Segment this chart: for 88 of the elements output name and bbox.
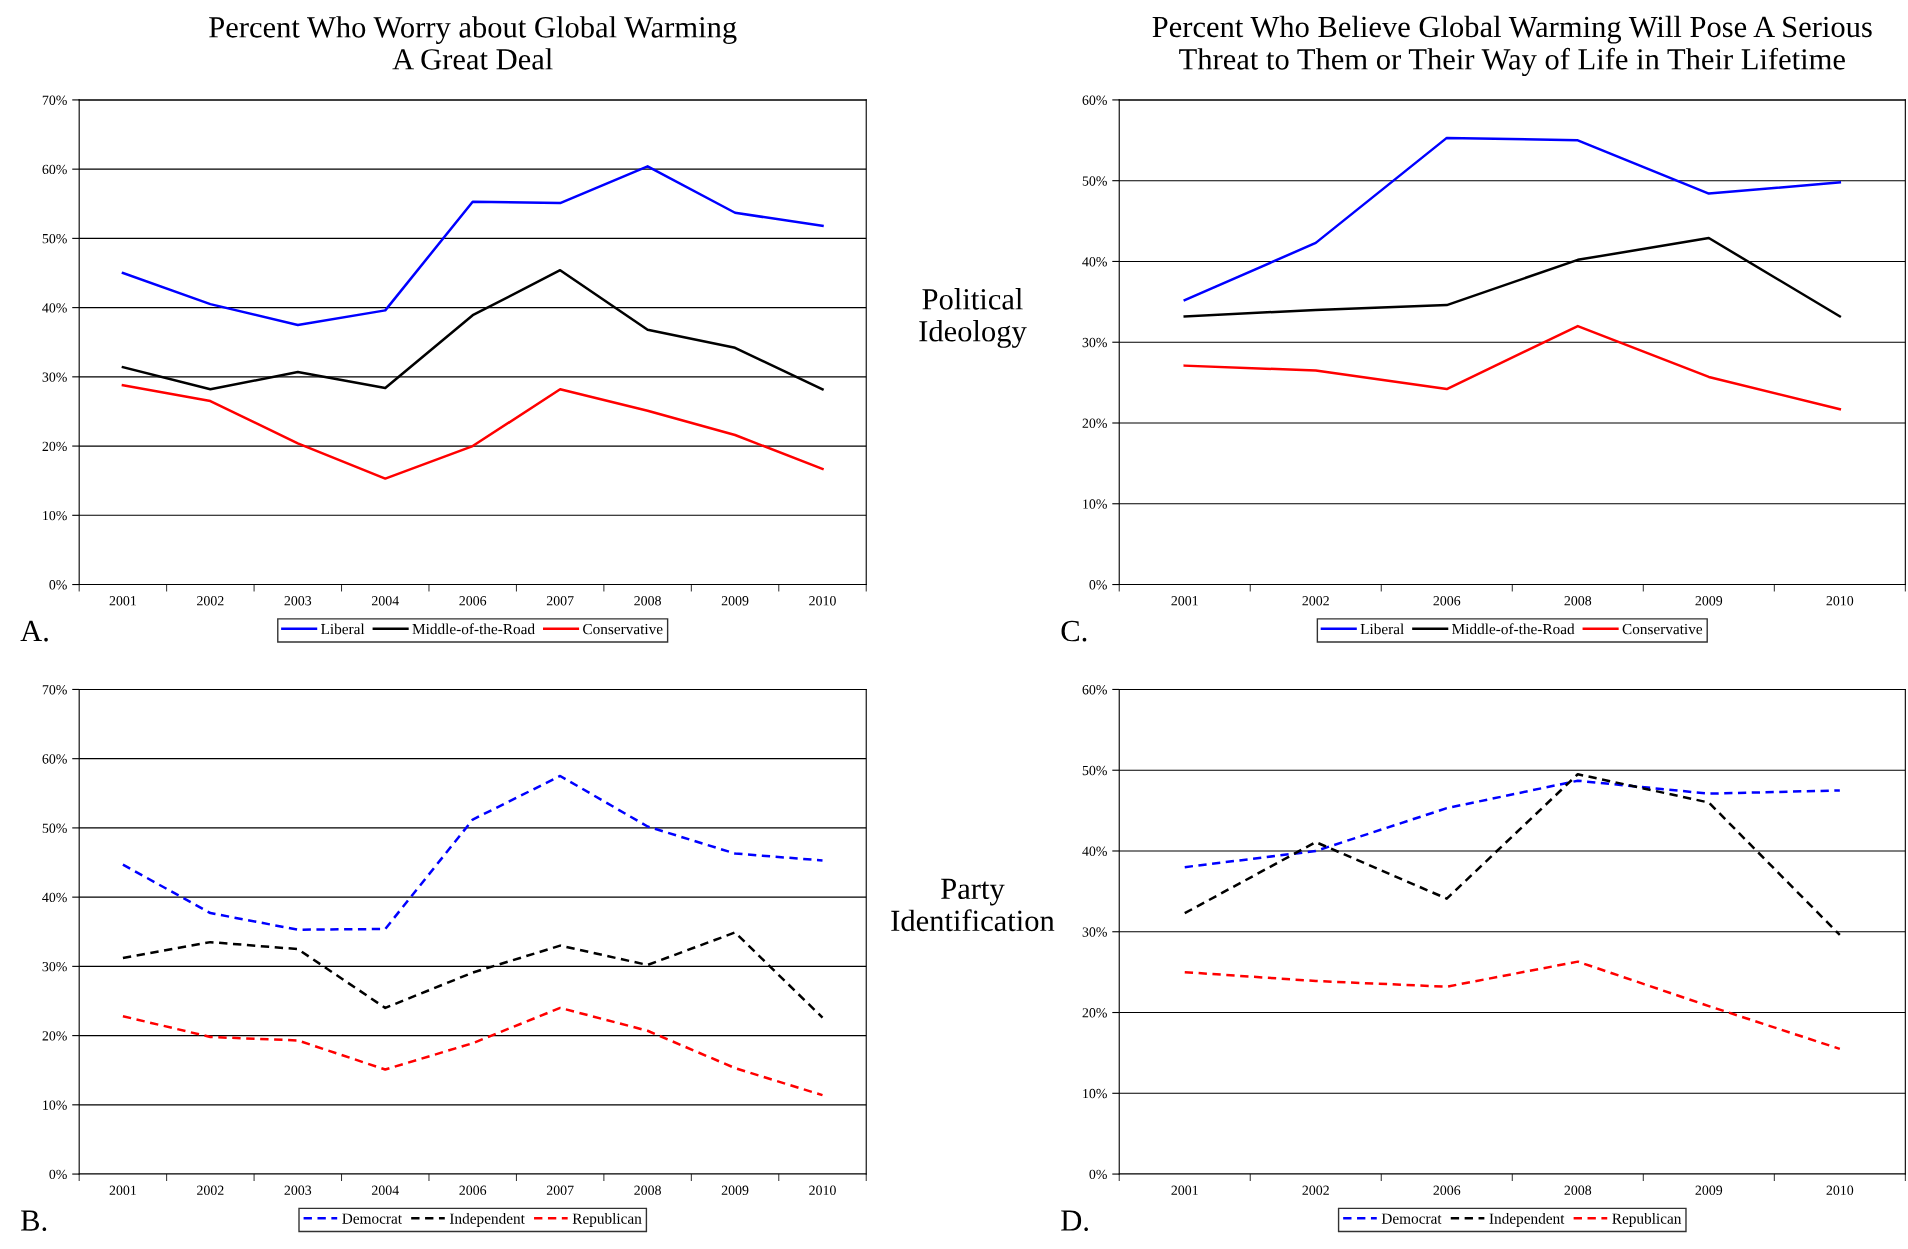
x-tick-label: 2006 (459, 1185, 487, 1195)
y-tick-label: 60% (42, 754, 67, 764)
x-tick-label: 2001 (109, 596, 136, 606)
y-tick-label: 20% (1082, 1008, 1107, 1018)
x-tick-label: 2004 (371, 1185, 399, 1195)
legend-label: Conservative (583, 623, 663, 635)
legend-label: Middle-of-the-Road (1452, 623, 1575, 635)
x-tick-label: 2003 (284, 1185, 312, 1195)
x-tick-label: 2001 (109, 1185, 136, 1195)
text: Political Ideology (919, 288, 1027, 348)
y-tick-label: 70% (42, 95, 67, 105)
x-tick-label: 2006 (459, 596, 487, 606)
x-tick-label: 2009 (1695, 1185, 1723, 1195)
legend-label: Independent (449, 1213, 525, 1227)
line-series (121, 1006, 824, 1097)
line-series (1183, 960, 1842, 1051)
y-tick-label: 0% (49, 1169, 67, 1180)
y-tick-label: 40% (42, 303, 67, 313)
line-series (121, 383, 824, 480)
y-tick-label: 0% (49, 580, 67, 590)
text: C. (1061, 620, 1087, 642)
y-tick-label: 50% (42, 823, 67, 833)
y-tick-label: 0% (1089, 580, 1107, 590)
legend-label: Republican (572, 1213, 642, 1227)
y-tick-label: 40% (42, 892, 67, 903)
line-series (121, 165, 824, 327)
x-tick-label: 2002 (1302, 1185, 1329, 1195)
x-tick-label: 2006 (1433, 1185, 1461, 1195)
y-tick-label: 30% (42, 372, 67, 382)
text: A. (20, 620, 48, 642)
y-tick-label: 60% (1082, 685, 1107, 695)
text: D. (1061, 1210, 1088, 1231)
x-tick-label: 2010 (1826, 596, 1854, 606)
x-tick-label: 2010 (809, 596, 836, 606)
x-tick-label: 2008 (634, 1185, 661, 1195)
x-tick-label: 2002 (197, 596, 224, 606)
y-tick-label: 50% (1082, 176, 1107, 186)
legend-label: Liberal (321, 623, 365, 635)
legend-label: Republican (1612, 1213, 1682, 1227)
x-tick-label: 2009 (721, 1185, 749, 1195)
text: B. (21, 1210, 47, 1231)
legend-label: Conservative (1622, 623, 1703, 635)
y-tick-label: 20% (42, 1031, 67, 1041)
chart-title: Percent Who Worry about Global Warming A Great Deal (209, 16, 737, 70)
x-tick-label: 2007 (546, 596, 574, 606)
legend-label: Democrat (342, 1213, 402, 1224)
y-tick-label: 20% (1082, 418, 1107, 428)
chart-title: Percent Who Believe Global Warming Will Pose A Serious Threat to Them or Their Way of Life in Their Lifetime (1152, 15, 1872, 76)
line-series (1183, 779, 1842, 869)
x-tick-label: 2010 (809, 1185, 836, 1195)
y-tick-label: 60% (42, 164, 67, 175)
y-tick-label: 10% (43, 510, 67, 521)
line-series (1183, 136, 1842, 302)
y-tick-label: 40% (1082, 846, 1107, 856)
x-tick-label: 2006 (1433, 596, 1461, 606)
y-tick-label: 10% (1083, 499, 1107, 509)
y-tick-label: 50% (1082, 765, 1107, 776)
line-series (121, 774, 824, 931)
line-series (1183, 324, 1842, 411)
y-tick-label: 70% (42, 685, 67, 695)
x-tick-label: 2001 (1171, 1185, 1198, 1195)
x-tick-label: 2004 (371, 596, 399, 606)
legend-label: Independent (1489, 1213, 1565, 1227)
x-tick-label: 2007 (546, 1185, 574, 1195)
x-tick-label: 2002 (1302, 596, 1329, 606)
y-tick-label: 10% (43, 1100, 67, 1110)
legend-label: Middle-of-the-Road (412, 623, 535, 635)
legend-label: Liberal (1360, 623, 1404, 635)
y-tick-label: 20% (42, 441, 67, 452)
x-tick-label: 2009 (721, 596, 749, 606)
x-tick-label: 2009 (1695, 596, 1723, 606)
y-tick-label: 30% (1082, 927, 1107, 937)
y-tick-label: 40% (1082, 257, 1107, 267)
x-tick-label: 2008 (1564, 1185, 1592, 1195)
x-tick-label: 2008 (634, 596, 661, 606)
y-tick-label: 0% (1089, 1169, 1107, 1180)
y-tick-label: 50% (42, 233, 67, 244)
y-tick-label: 30% (42, 961, 67, 972)
x-tick-label: 2008 (1564, 596, 1592, 606)
y-tick-label: 10% (1083, 1088, 1107, 1099)
y-tick-label: 30% (1082, 337, 1107, 348)
legend-label: Democrat (1381, 1213, 1442, 1224)
x-tick-label: 2002 (197, 1185, 224, 1195)
x-tick-label: 2003 (284, 596, 312, 606)
x-tick-label: 2010 (1826, 1185, 1854, 1195)
text: Party Identification (891, 878, 1055, 932)
y-tick-label: 60% (1082, 95, 1107, 105)
x-tick-label: 2001 (1171, 596, 1198, 606)
